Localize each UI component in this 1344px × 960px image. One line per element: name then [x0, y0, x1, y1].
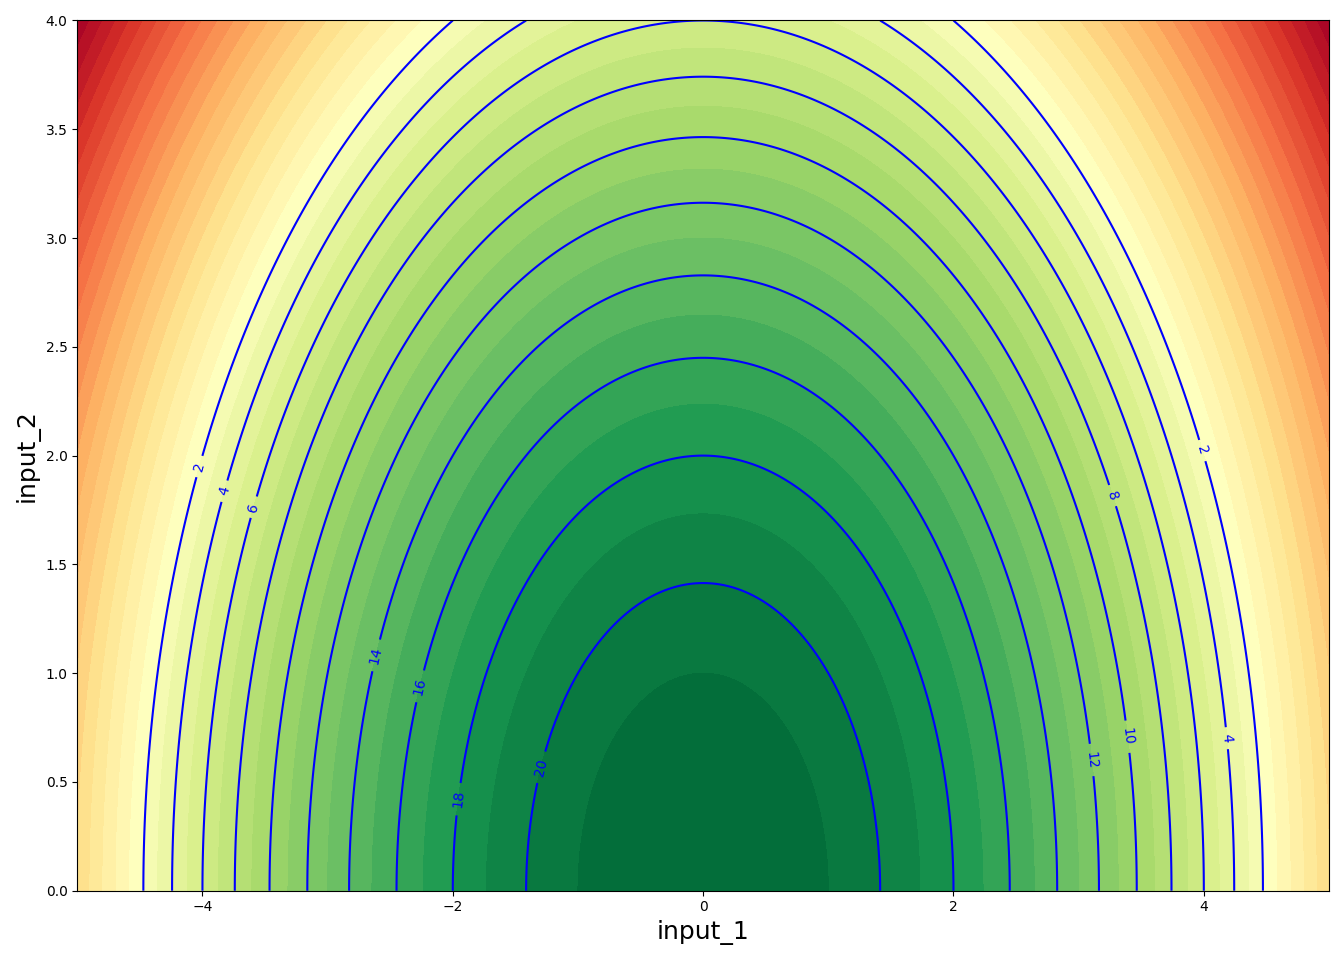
Text: 20: 20: [532, 757, 550, 778]
Text: 12: 12: [1083, 751, 1099, 770]
Text: 14: 14: [367, 645, 384, 665]
Text: 10: 10: [1120, 727, 1136, 746]
Text: 18: 18: [450, 789, 466, 809]
Text: 8: 8: [1105, 490, 1121, 502]
Text: 6: 6: [246, 501, 262, 514]
Text: 4: 4: [216, 485, 233, 497]
Text: 2: 2: [191, 461, 207, 472]
Text: 16: 16: [411, 676, 429, 697]
Text: 4: 4: [1219, 733, 1234, 743]
X-axis label: input_1: input_1: [657, 920, 750, 945]
Text: 2: 2: [1195, 444, 1211, 457]
Y-axis label: input_2: input_2: [15, 409, 40, 502]
